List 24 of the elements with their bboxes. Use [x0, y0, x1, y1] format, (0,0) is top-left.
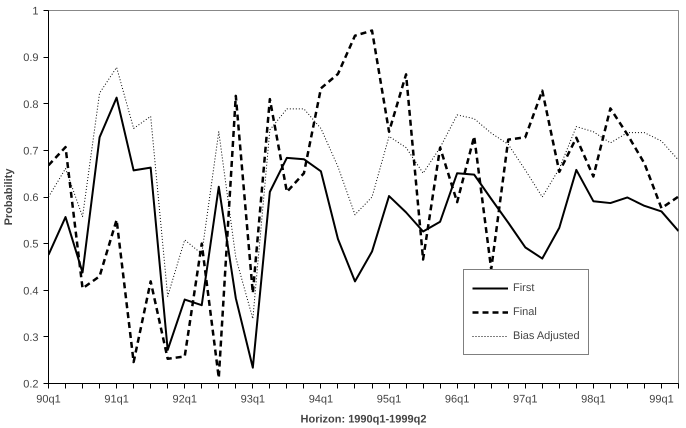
y-axis-title: Probability	[3, 168, 16, 226]
y-tick-label: 0.8	[23, 98, 39, 111]
x-tick-label: 95q1	[376, 394, 402, 406]
y-tick-label: 0.2	[23, 378, 39, 390]
legend-label: Final	[513, 306, 537, 318]
x-tick-label: 96q1	[444, 394, 470, 406]
y-tick-label: 0.5	[23, 238, 39, 251]
x-tick-label: 98q1	[581, 394, 606, 406]
legend-label: First	[513, 282, 534, 294]
y-tick-label: 0.7	[23, 145, 39, 158]
y-tick-label: 0.4	[23, 285, 39, 298]
x-tick-label: 91q1	[104, 394, 129, 406]
y-tick-label: 1	[32, 6, 39, 18]
legend-label: Bias Adjusted	[513, 330, 580, 342]
x-axis-title: Horizon: 1990q1-1999q2	[300, 414, 426, 426]
x-tick-label: 90q1	[36, 394, 61, 406]
x-tick-label: 93q1	[240, 394, 266, 406]
x-tick-label: 94q1	[308, 394, 334, 406]
y-tick-label: 0.6	[23, 192, 39, 204]
y-tick-label: 0.9	[23, 52, 39, 64]
x-tick-label: 97q1	[513, 394, 538, 406]
x-tick-label: 92q1	[172, 394, 197, 406]
y-tick-label: 0.3	[23, 332, 39, 344]
x-tick-label: 99q1	[649, 394, 674, 406]
